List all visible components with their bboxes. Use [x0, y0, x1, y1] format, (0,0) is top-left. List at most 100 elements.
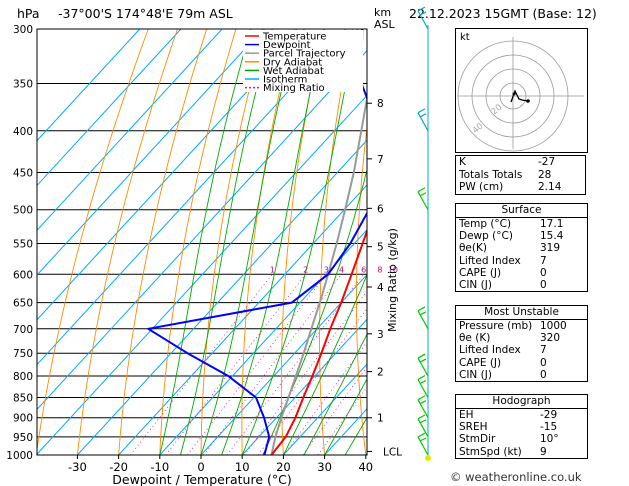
surface-label: Dewp (°C): [459, 230, 513, 243]
pressure-tick-label: 400: [13, 126, 33, 138]
wind-barb-staff: [417, 436, 429, 456]
index-row: Totals Totals 28: [456, 169, 586, 182]
isotherm-line: [37, 29, 305, 321]
wet-adiabat-line: [200, 29, 297, 455]
wet-adiabat-line: [262, 167, 367, 455]
pressure-tick-label: 350: [13, 79, 33, 91]
km-tick-label: 5: [377, 242, 384, 254]
wet-adiabat-line: [221, 29, 325, 455]
pressure-tick-label: 800: [13, 371, 33, 383]
wind-barb-flag: [419, 379, 427, 385]
wind-barb-flag: [417, 187, 426, 193]
surface-title: Surface: [456, 204, 587, 218]
index-value: -27: [538, 156, 556, 168]
mu-row: θe (K) 320: [456, 332, 587, 344]
dry-adiabat-line: [118, 29, 208, 455]
dry-adiabat-line: [356, 123, 367, 455]
mu-value: 320: [540, 332, 561, 345]
dry-adiabat-line: [37, 29, 149, 453]
pressure-tick-label: 750: [13, 348, 33, 360]
wind-barb-staff: [417, 357, 429, 377]
indices-table: K -27 Totals Totals 28 PW (cm) 2.14: [455, 155, 586, 195]
km-tick-label: 7: [377, 154, 384, 166]
hodo-label: EH: [459, 409, 474, 421]
surface-value: 15.4: [540, 230, 564, 243]
isotherm-line: [37, 49, 367, 411]
index-label: PW (cm): [459, 181, 504, 193]
surface-marker: [425, 455, 431, 461]
wind-barb-flag: [417, 414, 426, 420]
isotherm-line: [37, 29, 264, 276]
isotherm-line: [77, 139, 367, 455]
mixing-ratio-label: 8: [377, 265, 382, 274]
mixing-ratio-label: 4: [339, 265, 344, 274]
isotherm-line: [241, 318, 367, 455]
plot-area: [37, 29, 367, 455]
wet-adiabat-line: [159, 29, 252, 455]
location-title: -37°00'S 174°48'E 79m ASL: [58, 6, 233, 21]
wind-barb-staff: [417, 10, 429, 30]
wind-barb-flag: [417, 306, 426, 312]
mu-label: CIN (J): [459, 368, 492, 381]
pressure-unit: hPa: [17, 6, 40, 21]
hodo-value: -29: [540, 409, 558, 421]
hodo-value: -15: [540, 421, 558, 434]
mu-label: Pressure (mb): [459, 320, 533, 332]
wind-barb-flag: [417, 395, 426, 401]
surface-row: θe(K) 319: [456, 242, 587, 254]
km-unit: km: [374, 6, 392, 19]
surface-row: CAPE (J) 0: [456, 267, 587, 279]
x-tick-label: 10: [235, 460, 250, 474]
wind-barb-staff: [417, 112, 429, 132]
index-value: 28: [538, 168, 552, 181]
hodograph-section: Hodograph EH -29 SREH -15 StmDir 10° StmSpd…: [455, 394, 588, 459]
wind-barb-staff: [417, 310, 429, 330]
wind-barb-flag: [417, 374, 426, 381]
surface-row: Lifted Index 7: [456, 255, 587, 267]
mu-row: Lifted Index 7: [456, 344, 587, 356]
x-tick-label: -10: [150, 460, 169, 474]
x-tick-label: 0: [197, 460, 204, 474]
wind-barb-staff: [417, 191, 429, 211]
km-tick-label: 3: [377, 329, 384, 341]
datetime-title: 22.12.2023 15GMT (Base: 12): [409, 6, 597, 21]
mu-label: θe (K): [459, 332, 491, 345]
surface-section: Surface Temp (°C) 17.1 Dewp (°C) 15.4 θe(K…: [455, 203, 588, 293]
wet-adiabat-line: [324, 378, 367, 455]
isotherm-line: [37, 29, 141, 142]
wet-adiabat-line: [179, 29, 273, 455]
surface-row: Dewp (°C) 15.4: [456, 230, 587, 242]
hodograph-point: [526, 99, 530, 103]
mixing-ratio-label: 3: [324, 265, 329, 274]
km-tick-label: 6: [377, 203, 384, 215]
wind-barb-flag: [419, 192, 427, 197]
dry-adiabat-line: [159, 29, 237, 455]
wet-adiabat-line: [241, 29, 358, 455]
pressure-tick-label: 650: [13, 298, 33, 310]
wind-barb-staff: [417, 379, 429, 398]
legend-label: Temperature: [262, 32, 326, 43]
dry-adiabat-line: [76, 29, 178, 455]
hodo-label: StmSpd (kt): [459, 445, 522, 458]
legend-label: Isotherm: [263, 75, 307, 86]
pressure-tick-label: 450: [13, 167, 33, 179]
mu-row: CAPE (J) 0: [456, 357, 587, 369]
wet-adiabat-line: [282, 273, 367, 455]
wind-barb-flag: [419, 419, 427, 424]
index-row: K -27: [456, 156, 586, 169]
surface-label: θe(K): [459, 242, 487, 255]
hodograph-ring-label: 20: [490, 103, 505, 118]
mixing-ratio-line: [203, 274, 342, 455]
mixing-ratio-label: 10: [388, 265, 398, 274]
wind-barb-flag: [419, 113, 427, 118]
km-tick-label: 2: [377, 367, 384, 379]
mu-value: 0: [540, 356, 547, 369]
surface-label: Lifted Index: [459, 254, 521, 267]
wind-barb-flag: [417, 432, 426, 438]
index-label: Totals Totals: [459, 168, 523, 181]
x-tick-label: 40: [358, 460, 373, 474]
pressure-tick-label: 1000: [6, 450, 33, 462]
pressure-tick-label: 950: [13, 432, 33, 444]
mixing-ratio-axis-label: Mixing Ratio (g/kg): [386, 228, 399, 332]
wet-adiabat-line: [303, 333, 367, 455]
